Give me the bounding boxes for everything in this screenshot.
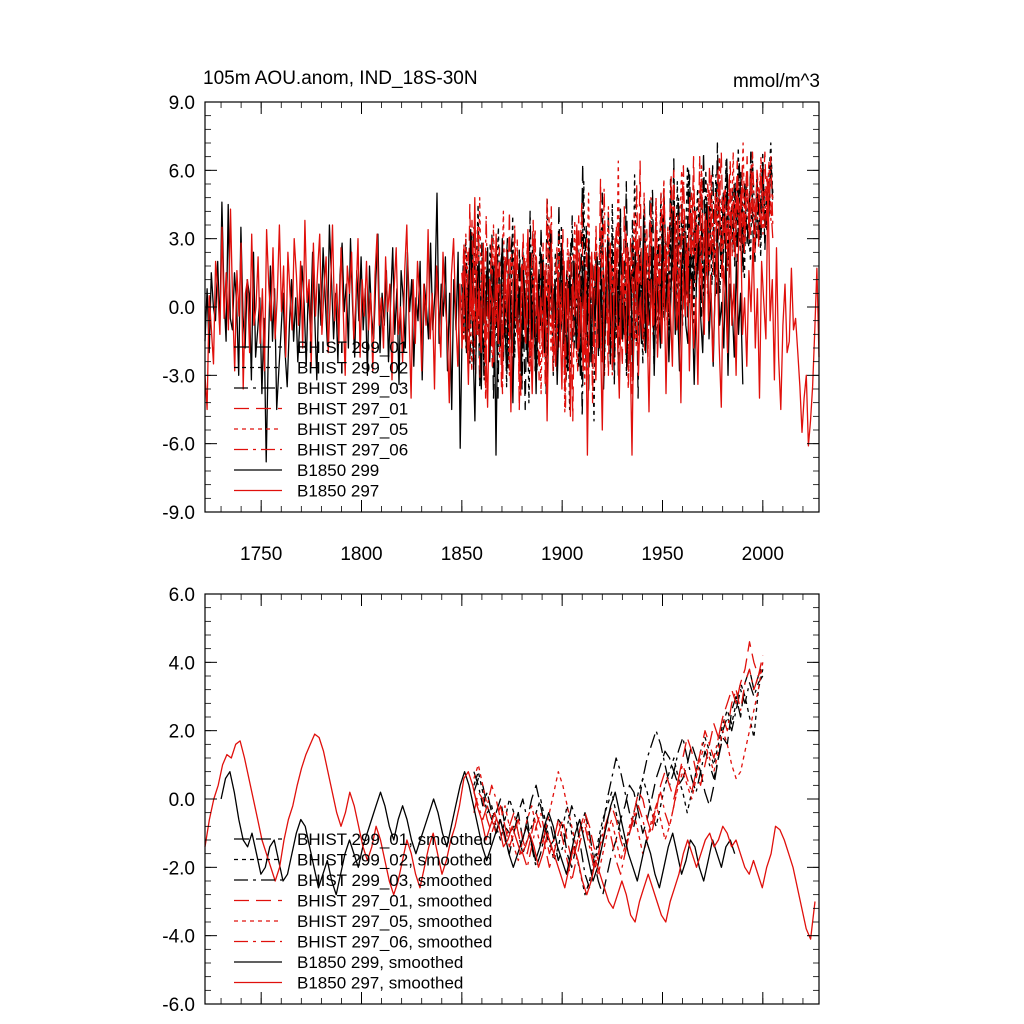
bottom-ytick-label: 4.0 (169, 653, 195, 674)
top-series-line-7 (204, 178, 820, 456)
top-panel: 105m AOU.anom, IND_18S-30N mmol/m^3 -9.0… (162, 68, 820, 565)
top-legend-label: BHIST 297_01 (297, 400, 408, 419)
bottom-legend-label: BHIST 299_02, smoothed (297, 851, 492, 870)
bottom-legend-label: BHIST 297_06, smoothed (297, 933, 492, 952)
bottom-ytick-label: -6.0 (162, 995, 195, 1016)
bottom-series-line-6 (220, 771, 736, 896)
bottom-ytick-label: -4.0 (162, 927, 195, 948)
top-xtick-label: 1950 (641, 544, 683, 565)
top-legend-label: BHIST 297_06 (297, 441, 408, 460)
top-legend-label: BHIST 299_02 (297, 359, 408, 378)
bottom-ytick-label: 0.0 (169, 790, 195, 811)
bottom-legend-label: B1850 297, smoothed (297, 974, 463, 993)
top-ytick-label: -6.0 (162, 435, 195, 456)
bottom-ytick-label: -2.0 (162, 858, 195, 879)
top-ytick-label: -3.0 (162, 366, 195, 387)
top-series-group (204, 142, 820, 463)
top-panel-units: mmol/m^3 (733, 71, 820, 92)
top-legend-label: BHIST 299_03 (297, 379, 408, 398)
bottom-legend-label: BHIST 297_05, smoothed (297, 912, 492, 931)
bottom-ytick-label: 2.0 (169, 722, 195, 743)
bottom-legend: BHIST 299_01, smoothed BHIST 299_02, smoo… (234, 830, 492, 993)
bottom-legend-label: BHIST 299_01, smoothed (297, 830, 492, 849)
bottom-series-group (204, 641, 816, 940)
top-ytick-label: -9.0 (162, 503, 195, 524)
bottom-legend-label: BHIST 299_03, smoothed (297, 871, 492, 890)
top-xtick-label: 1850 (441, 544, 483, 565)
top-ytick-label: 0.0 (169, 298, 195, 319)
top-xtick-label: 1900 (541, 544, 583, 565)
top-xtick-label: 1750 (240, 544, 282, 565)
bottom-series-line-4 (473, 662, 764, 875)
top-xtick-label: 2000 (742, 544, 784, 565)
bottom-panel: -6.0 -4.0 -2.0 0.0 2.0 4.0 6.0 BHIST 299_01, s… (162, 585, 820, 1016)
top-axis-ticks: -9.0 -6.0 -3.0 0.0 3.0 6.0 9.0 1750 1800 1850 1900… (162, 93, 819, 565)
top-legend-label: BHIST 299_01 (297, 338, 408, 357)
top-legend-label: B1850 297 (297, 482, 379, 501)
bottom-series-line-1 (473, 669, 764, 896)
top-legend-label: BHIST 297_05 (297, 420, 408, 439)
bottom-series-line-5 (473, 668, 764, 882)
bottom-ytick-label: 6.0 (169, 585, 195, 606)
top-xtick-label: 1800 (340, 544, 382, 565)
top-ytick-label: 6.0 (169, 161, 195, 182)
bottom-series-line-3 (473, 641, 764, 868)
bottom-series-line-2 (473, 675, 764, 889)
bottom-legend-label: BHIST 297_01, smoothed (297, 892, 492, 911)
top-panel-title: 105m AOU.anom, IND_18S-30N (203, 68, 478, 89)
bottom-series-line-7 (204, 733, 816, 940)
top-ytick-label: 3.0 (169, 230, 195, 251)
top-ytick-label: 9.0 (169, 93, 195, 114)
bottom-legend-label: B1850 299, smoothed (297, 953, 463, 972)
bottom-axis-ticks: -6.0 -4.0 -2.0 0.0 2.0 4.0 6.0 (162, 585, 819, 1016)
top-legend-label: B1850 299 (297, 461, 379, 480)
